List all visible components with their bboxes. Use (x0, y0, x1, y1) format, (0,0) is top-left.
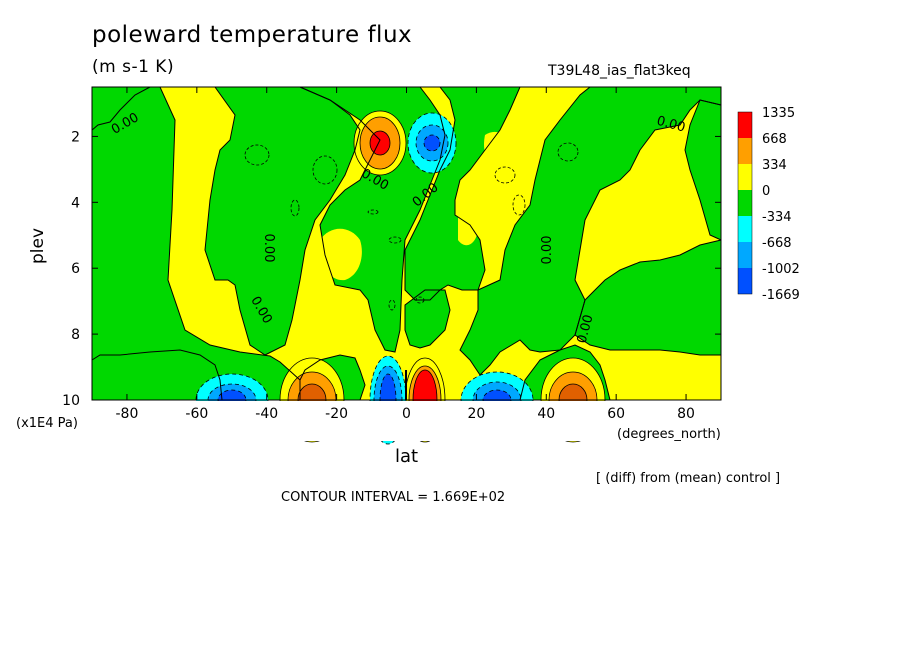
y-axis-label: plev (28, 227, 48, 264)
legend-label: -1669 (762, 288, 800, 303)
run-label: T39L48_ias_flat3keq (548, 63, 691, 79)
x-ticks: -80 -60 -40 -20 0 20 40 60 80 (116, 87, 695, 422)
x-tick-label: -20 (325, 406, 348, 422)
contour-label: 0.00 (575, 313, 597, 345)
zero-contour (404, 86, 521, 301)
region-negative (300, 87, 445, 352)
region-positive (458, 208, 479, 246)
anomaly-positive-upper (369, 130, 391, 156)
minor-contour (512, 194, 526, 216)
minor-contour (494, 166, 516, 184)
y-tick-label: 4 (71, 195, 80, 211)
region-negative (685, 100, 721, 240)
minor-contour (415, 296, 425, 304)
legend-label: 334 (762, 158, 787, 173)
legend-label: 668 (762, 132, 787, 147)
region-negative (100, 87, 160, 155)
zero-contour (299, 86, 446, 353)
x-tick-label: 0 (402, 406, 411, 422)
y-tick-label: 10 (62, 393, 80, 409)
zero-contour (91, 349, 223, 401)
x-tick-label: 40 (537, 406, 555, 422)
zero-contour (204, 86, 361, 356)
region-positive (320, 228, 362, 281)
region-negative (92, 350, 222, 400)
legend-swatch (738, 138, 752, 164)
chart-title: poleward temperature flux (92, 22, 413, 48)
minor-contour (388, 236, 402, 244)
contour-lines (91, 86, 722, 401)
x-tick-label: 60 (607, 406, 625, 422)
legend-label: -334 (762, 210, 792, 225)
x-tick-label: -40 (255, 406, 278, 422)
x-tick-label: -80 (116, 406, 139, 422)
diff-note: [ (diff) from (mean) control ] (596, 471, 781, 486)
frame-mask (80, 401, 740, 441)
y-tick-label: 6 (71, 261, 80, 277)
region-negative (92, 87, 300, 400)
minor-contour (557, 142, 579, 162)
legend-swatch (738, 112, 752, 138)
contour-label: 0.00 (261, 234, 276, 263)
zero-contour (459, 86, 722, 376)
legend-swatch (738, 190, 752, 216)
contour-label: 0.00 (540, 236, 555, 265)
minor-contour (290, 199, 300, 217)
legend-swatch (738, 242, 752, 268)
x-axis-units: (degrees_north) (617, 427, 721, 442)
color-legend: 1335 668 334 0 -334 -668 -1002 -1669 (737, 106, 800, 303)
legend-swatch (738, 268, 752, 294)
x-tick-label: 80 (677, 406, 695, 422)
region-negative (405, 290, 450, 348)
y-tick-label: 8 (71, 327, 80, 343)
legend-swatch (738, 164, 752, 190)
y-tick-label: 2 (71, 129, 80, 145)
minor-contour (388, 299, 396, 311)
chart-units: (m s-1 K) (92, 57, 175, 77)
contour-interval: CONTOUR INTERVAL = 1.669E+02 (281, 490, 506, 505)
legend-frame (737, 111, 753, 295)
legend-label: 1335 (762, 106, 795, 121)
contour-label: 0.00 (655, 114, 687, 136)
contour-field (80, 87, 740, 445)
y-ticks: 2 4 6 8 10 (62, 129, 721, 409)
minor-contour (312, 155, 338, 185)
zero-contour (519, 344, 611, 401)
x-axis-label: lat (395, 446, 419, 467)
minor-contour (367, 209, 379, 215)
zero-contour (299, 354, 366, 401)
minor-contour (244, 144, 270, 166)
legend-label: -1002 (762, 262, 800, 277)
anomaly-negative-upper (423, 134, 441, 152)
zero-contour (404, 289, 451, 349)
x-tick-label: 20 (467, 406, 485, 422)
region-negative (205, 87, 360, 355)
y-axis-units: (x1E4 Pa) (16, 416, 78, 431)
region-negative (460, 87, 721, 375)
legend-label: -668 (762, 236, 792, 251)
x-tick-label: -60 (185, 406, 208, 422)
region-positive (484, 131, 509, 164)
zero-contour (574, 239, 722, 356)
legend-swatch (738, 216, 752, 242)
legend-label: 0 (762, 184, 770, 199)
region-negative (575, 240, 721, 355)
zero-contour (91, 86, 151, 132)
